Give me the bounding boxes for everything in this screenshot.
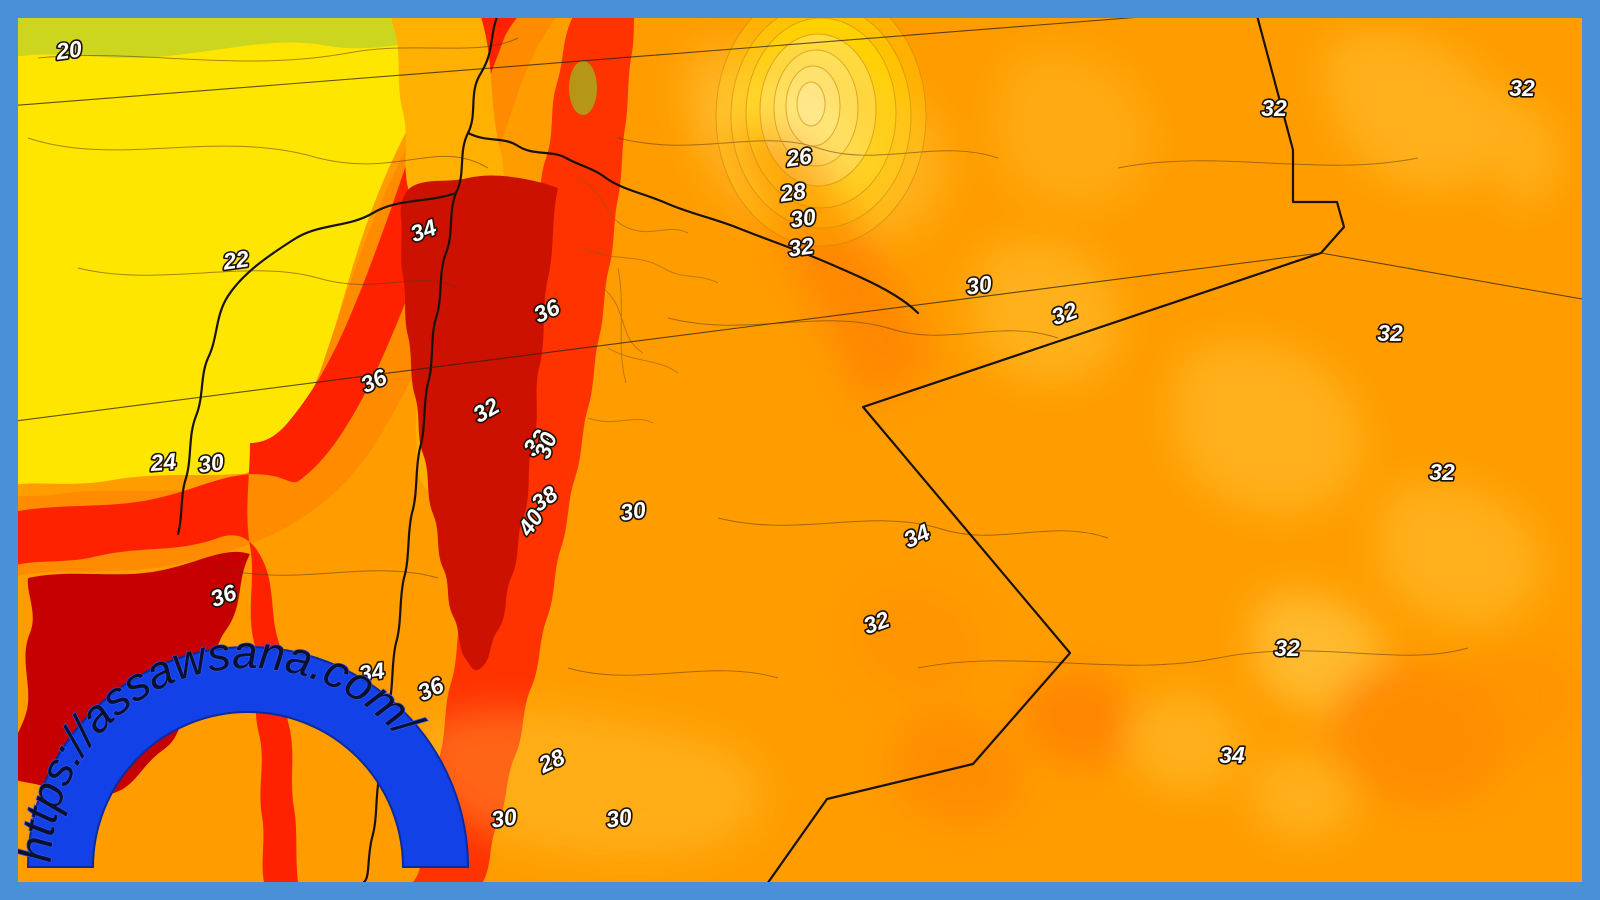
svg-text:32: 32 (1261, 95, 1287, 121)
svg-text:30: 30 (788, 203, 817, 232)
svg-text:30: 30 (604, 803, 633, 832)
svg-text:30: 30 (196, 448, 225, 477)
svg-text:32: 32 (1274, 635, 1300, 661)
svg-text:30: 30 (489, 803, 518, 832)
svg-text:24: 24 (148, 448, 177, 476)
svg-text:26: 26 (783, 142, 813, 171)
svg-text:30: 30 (964, 270, 993, 299)
svg-text:32: 32 (1509, 75, 1535, 101)
svg-text:28: 28 (777, 177, 807, 206)
svg-text:32: 32 (1429, 459, 1455, 485)
svg-text:30: 30 (618, 496, 647, 525)
svg-text:32: 32 (1377, 320, 1403, 346)
svg-text:20: 20 (53, 35, 83, 64)
svg-text:22: 22 (220, 245, 250, 274)
svg-text:34: 34 (1219, 742, 1245, 768)
svg-text:32: 32 (786, 232, 815, 261)
